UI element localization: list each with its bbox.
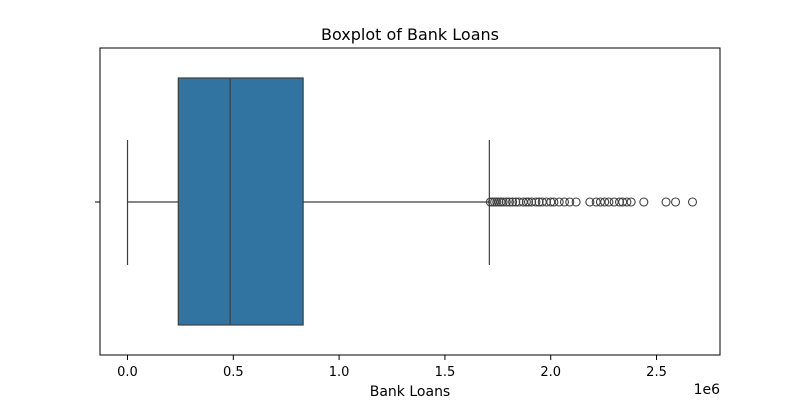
x-axis-label: Bank Loans xyxy=(370,384,450,400)
axis-offset-label: 1e6 xyxy=(694,382,721,398)
x-tick-label: 1.0 xyxy=(329,365,350,380)
box-plot xyxy=(126,77,490,326)
outlier-point xyxy=(523,197,534,207)
x-tick-label: 0.5 xyxy=(223,365,244,380)
outlier-point xyxy=(565,197,575,207)
outlier-point xyxy=(498,197,508,207)
x-tick-label: 2.0 xyxy=(540,365,561,380)
outlier-point xyxy=(661,197,671,207)
outlier-point xyxy=(622,197,632,207)
outlier-point xyxy=(559,197,570,207)
outlier-point xyxy=(600,197,610,207)
chart-title: Boxplot of Bank Loans xyxy=(321,25,499,44)
outlier-point xyxy=(554,197,564,207)
outlier-point xyxy=(571,197,581,207)
outlier-point xyxy=(511,197,521,207)
outliers xyxy=(485,197,698,207)
outlier-point xyxy=(687,197,698,207)
outlier-point xyxy=(531,197,541,207)
interquartile-box xyxy=(177,77,304,326)
x-tick-label: 0.0 xyxy=(117,365,138,380)
outlier-point xyxy=(626,197,636,207)
outlier-point xyxy=(527,197,537,207)
outlier-point xyxy=(504,197,515,207)
outlier-point xyxy=(614,197,625,207)
outlier-point xyxy=(541,197,552,207)
outlier-point xyxy=(501,197,511,207)
outlier-point xyxy=(671,197,681,207)
outlier-point xyxy=(508,197,518,207)
outlier-point xyxy=(604,197,614,207)
x-axis: 0.0 0.5 1.0 1.5 2.0 2.5 xyxy=(117,355,667,380)
x-tick-label: 1.5 xyxy=(435,365,456,380)
x-tick-label: 2.5 xyxy=(646,365,667,380)
outlier-point xyxy=(639,197,649,207)
outlier-point xyxy=(585,197,595,207)
outlier-point xyxy=(549,197,559,207)
outlier-point xyxy=(534,197,544,207)
outlier-point xyxy=(514,197,524,207)
